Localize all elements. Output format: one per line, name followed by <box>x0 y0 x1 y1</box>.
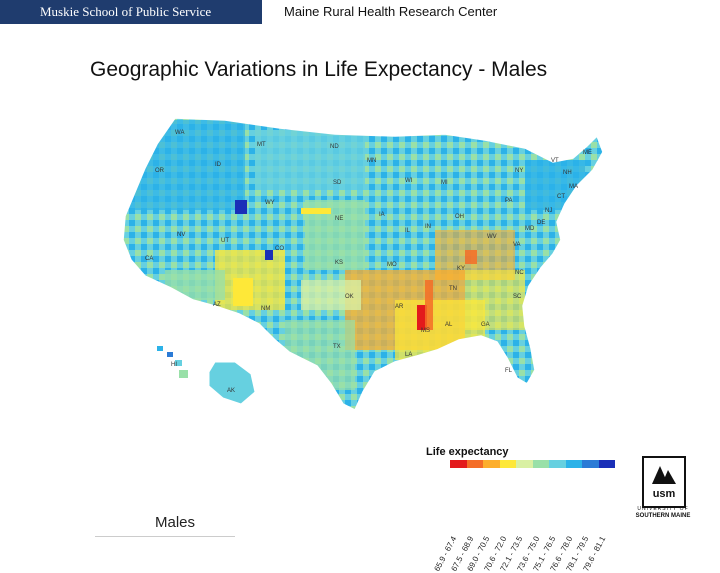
state-label: CT <box>557 194 565 200</box>
state-label: MT <box>257 142 266 148</box>
header-bar: Muskie School of Public Service Maine Ru… <box>0 0 720 24</box>
us-outline <box>122 117 604 412</box>
header-left-panel: Muskie School of Public Service <box>0 0 262 24</box>
state-label: NM <box>261 306 270 312</box>
header-right-label: Maine Rural Health Research Center <box>284 4 498 19</box>
state-label: WA <box>175 130 184 136</box>
state-label: HI <box>171 362 177 368</box>
state-label: NC <box>515 270 524 276</box>
state-label: MO <box>387 262 397 268</box>
slide-title: Geographic Variations in Life Expectancy… <box>90 58 548 81</box>
state-label: UT <box>221 238 229 244</box>
state-label: KS <box>335 260 343 266</box>
header-divider <box>262 0 266 24</box>
state-label: AZ <box>213 302 221 308</box>
state-label: SD <box>333 180 342 186</box>
state-label: DE <box>537 220 545 226</box>
state-label: ID <box>215 162 222 168</box>
usm-logo-letters: usm <box>652 488 676 500</box>
state-label: AK <box>227 388 235 394</box>
legend-swatch <box>499 460 516 468</box>
state-label: ND <box>330 144 339 150</box>
state-label: MS <box>421 328 430 334</box>
state-label: ME <box>583 150 592 156</box>
state-label: IL <box>405 228 411 234</box>
state-label: MN <box>367 158 376 164</box>
state-label: NV <box>177 232 185 238</box>
caption-underline <box>95 536 235 537</box>
logo-southern-maine: SOUTHERN MAINE <box>635 513 691 519</box>
legend-range-labels: 65.9 - 67.4 67.5 - 68.9 69.0 - 70.5 70.6 - … <box>432 470 632 573</box>
state-label: NE <box>335 216 343 222</box>
legend-swatch <box>483 460 500 468</box>
state-label: WV <box>487 234 497 240</box>
state-label: OR <box>155 168 165 174</box>
usm-logo-mark: usm <box>642 456 686 508</box>
legend-title: Life expectancy <box>426 446 509 458</box>
header-right-panel: Maine Rural Health Research Center <box>266 0 720 24</box>
legend-swatch <box>582 460 599 468</box>
state-label: TN <box>449 286 457 292</box>
state-label: GA <box>481 322 490 328</box>
state-label: MD <box>525 226 535 232</box>
legend-swatch <box>532 460 549 468</box>
map-caption: Males <box>155 514 196 531</box>
legend-swatch <box>565 460 582 468</box>
alaska-region <box>208 361 256 405</box>
state-label: WI <box>405 178 413 184</box>
state-label: CO <box>275 246 284 252</box>
state-label: IN <box>425 224 431 230</box>
state-label: TX <box>333 344 341 350</box>
state-label: VA <box>513 242 521 248</box>
state-label: VT <box>551 158 559 164</box>
state-label: WY <box>265 200 275 206</box>
state-label: NY <box>515 168 523 174</box>
header-left-label: Muskie School of Public Service <box>40 4 212 19</box>
lighthouse-icon <box>652 466 676 484</box>
state-label: CA <box>145 256 153 262</box>
state-label: SC <box>513 294 522 300</box>
legend-swatch <box>598 460 615 468</box>
logo-university-of: UNIVERSITY OF <box>637 506 689 512</box>
state-label: LA <box>405 352 412 358</box>
state-label: NJ <box>545 208 552 214</box>
legend-swatch <box>450 460 467 468</box>
state-label: OK <box>345 294 354 300</box>
state-label: MI <box>441 180 448 186</box>
legend-swatch <box>549 460 566 468</box>
map-regions <box>123 118 603 410</box>
state-label: FL <box>505 368 513 374</box>
legend-swatch <box>516 460 533 468</box>
state-label: AR <box>395 304 404 310</box>
state-label: MA <box>569 184 578 190</box>
state-label: NH <box>563 170 572 176</box>
state-label: PA <box>505 198 513 204</box>
state-label: OH <box>455 214 464 220</box>
state-label: IA <box>379 212 385 218</box>
state-label: AL <box>445 322 453 328</box>
usm-logo: usm UNIVERSITY OF SOUTHERN MAINE <box>630 456 696 526</box>
legend-color-scale <box>450 460 615 468</box>
hawaii-region <box>157 346 188 378</box>
legend-swatch <box>466 460 483 468</box>
state-label: KY <box>457 266 465 272</box>
